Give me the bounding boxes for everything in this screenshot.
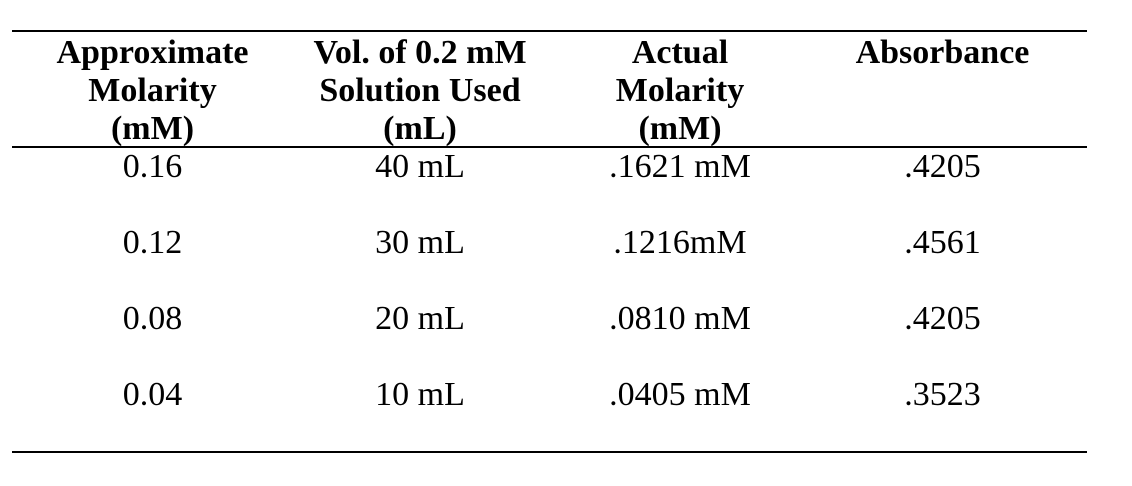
- cell-absorbance: .3523: [904, 376, 981, 413]
- cell-approx-molarity: 0.16: [122, 148, 183, 185]
- cell-approx-molarity: 0.12: [122, 224, 183, 261]
- cell-actual-molarity: .0810 mM: [609, 300, 751, 337]
- header-absorbance: Absorbance: [820, 34, 1065, 72]
- cell-actual-molarity: .1216mM: [613, 224, 747, 261]
- header-actual-molarity: Actual Molarity (mM): [560, 34, 800, 148]
- table-bottom-rule: [12, 451, 1087, 453]
- header-line: Actual: [631, 34, 729, 71]
- header-line: (mM): [110, 110, 195, 147]
- header-line: Approximate: [56, 34, 249, 71]
- cell-volume: 10 mL: [375, 376, 465, 413]
- table-top-rule: [12, 30, 1087, 32]
- cell-volume: 30 mL: [375, 224, 465, 261]
- table-header-rule: [12, 146, 1087, 148]
- cell-actual-molarity: .1621 mM: [609, 148, 751, 185]
- cell-absorbance: .4205: [904, 300, 981, 337]
- header-line: Molarity: [88, 72, 217, 109]
- cell-volume: 40 mL: [375, 148, 465, 185]
- header-line: Vol. of 0.2 mM: [313, 34, 527, 71]
- header-line: Molarity: [615, 72, 745, 109]
- cell-actual-molarity: .0405 mM: [609, 376, 751, 413]
- cell-approx-molarity: 0.04: [122, 376, 183, 413]
- cell-absorbance: .4205: [904, 148, 981, 185]
- header-volume-used: Vol. of 0.2 mM Solution Used (mL): [290, 34, 550, 148]
- header-line: Absorbance: [855, 34, 1030, 71]
- cell-volume: 20 mL: [375, 300, 465, 337]
- cell-absorbance: .4561: [904, 224, 981, 261]
- header-line: Solution Used: [319, 72, 521, 109]
- header-line: (mM): [638, 110, 722, 147]
- header-line: (mL): [383, 110, 457, 147]
- header-approximate-molarity: Approximate Molarity (mM): [30, 34, 275, 148]
- cell-approx-molarity: 0.08: [122, 300, 183, 337]
